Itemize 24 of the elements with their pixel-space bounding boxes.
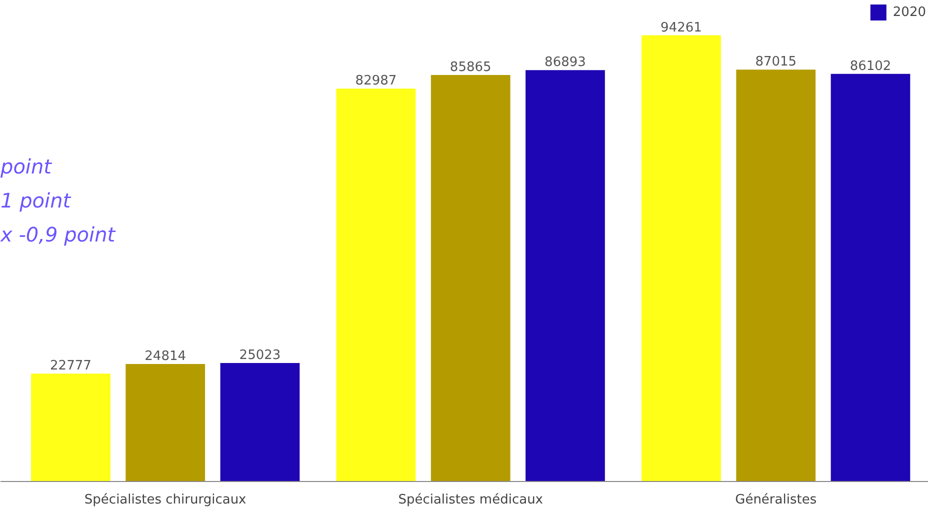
data-label: 24814 [144,349,186,364]
annotation: 1 point [0,188,72,212]
data-label: 86102 [850,58,892,74]
x-tick-label: Généralistes [735,492,817,508]
data-label: 22777 [50,358,92,374]
bar [220,363,300,482]
x-tick-label: Spécialistes chirurgicaux [84,492,247,508]
bar [31,374,110,482]
annotation: point [0,154,53,178]
bar [336,88,416,482]
bar [126,364,206,482]
legend-label: 2020 [892,4,926,20]
bar [830,74,910,482]
data-label: 85865 [450,60,492,76]
data-label: 94261 [660,20,702,36]
bar [526,70,605,482]
x-tick-label: Spécialistes médicaux [398,492,544,508]
data-label: 86893 [544,55,586,70]
bar [736,70,816,482]
bar [642,35,721,482]
data-label: 87015 [755,54,797,70]
data-label: 25023 [239,348,281,364]
data-label: 82987 [355,74,397,89]
bar [430,75,510,482]
